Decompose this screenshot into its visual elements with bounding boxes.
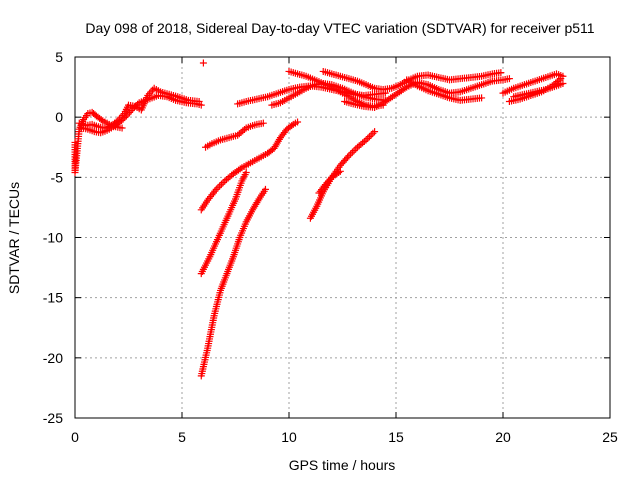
x-tick-label: 15 [388,429,404,445]
data-point [343,153,351,161]
data-point [371,128,379,136]
series-dip-2 [197,118,302,214]
data-point [259,119,267,127]
data-point [236,165,244,173]
data-point [364,134,372,142]
y-axis-label: SDTVAR / TECUs [6,182,22,294]
data-point [352,145,360,153]
data-point [478,94,486,102]
data-point [505,75,513,83]
data-point [242,169,250,177]
data-point [557,75,565,83]
series-early-cluster-c [75,84,203,132]
data-point [345,152,353,160]
x-tick-label: 20 [495,429,511,445]
data-point [199,59,207,67]
series-dip-4 [197,185,269,380]
data-point [555,76,563,84]
data-point [350,147,358,155]
series-band-i [505,75,565,106]
grid-lines [75,57,610,418]
series-dip-1 [202,119,267,151]
series-dip-3 [197,169,250,278]
y-tick-label: -15 [43,290,63,306]
data-point [336,167,344,175]
series-outlier [199,59,207,67]
series-dip-6 [315,167,344,197]
y-tick-label: -25 [43,410,63,426]
y-tick-label: 0 [55,109,63,125]
y-tick-label: -20 [43,350,63,366]
data-point [217,180,225,188]
series-band-g [499,70,567,97]
data-point [294,118,302,126]
data-point [195,98,203,106]
y-tick-label: -5 [51,169,64,185]
x-axis-label: GPS time / hours [289,457,396,473]
data-point [212,185,220,193]
data-point [197,101,205,109]
data-point [559,79,567,87]
data-point [362,136,370,144]
data-point [288,122,296,130]
x-tick-label: 0 [71,429,79,445]
data-point [335,169,343,177]
data-point [497,69,505,77]
data-point [365,133,373,141]
axis-ticks: 0 5 10 15 20 25 -25 -20 -15 -10 -5 0 5 [43,49,618,445]
data-point [112,118,120,126]
data-point [240,125,248,133]
y-tick-label: 5 [55,49,63,65]
data-point [214,184,222,192]
data-points [71,59,567,380]
data-point [118,124,126,132]
data-point [261,185,269,193]
series-band-f [403,76,486,104]
chart-title: Day 098 of 2018, Sidereal Day-to-day VTE… [85,20,594,36]
data-point [149,86,157,94]
x-tick-label: 10 [281,429,297,445]
series-dip-5 [306,128,379,222]
data-point [97,116,105,124]
x-tick-label: 5 [178,429,186,445]
data-point [216,182,224,190]
y-tick-label: -10 [43,230,63,246]
data-point [347,150,355,158]
data-point [360,137,368,145]
data-point [367,131,375,139]
x-tick-label: 25 [602,429,618,445]
data-point [369,129,377,137]
data-point [219,179,227,187]
data-point [348,148,356,156]
